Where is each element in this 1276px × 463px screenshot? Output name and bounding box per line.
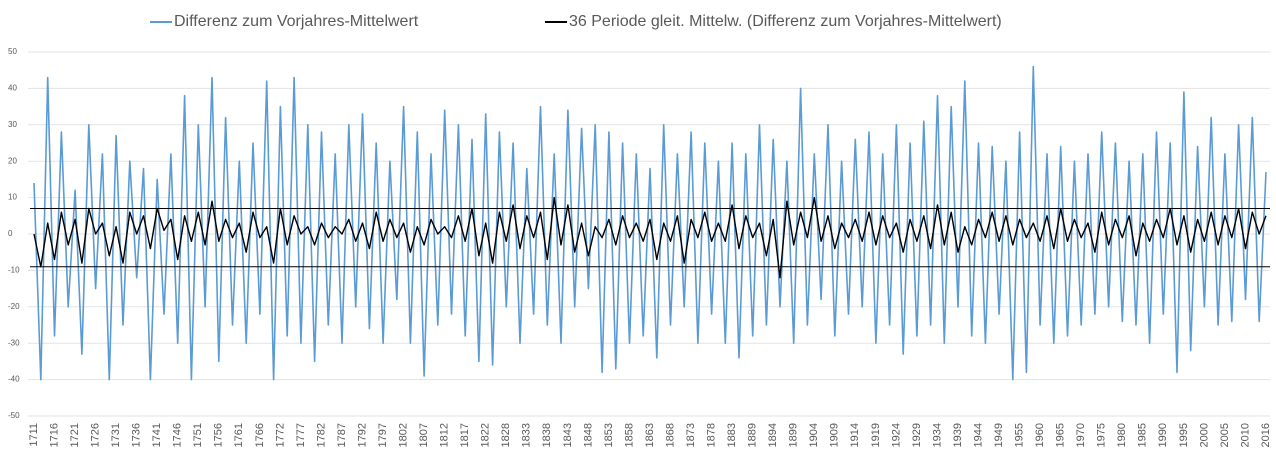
y-tick-label: 20: [8, 156, 17, 165]
x-tick-label: 1731: [110, 423, 122, 447]
y-tick-label: 30: [8, 120, 17, 129]
x-tick-label: 1766: [254, 423, 266, 447]
x-tick-label: 1828: [500, 423, 512, 447]
x-tick-label: 1787: [336, 423, 348, 447]
x-tick-label: 1838: [541, 423, 553, 447]
y-tick-label: -20: [8, 302, 20, 311]
x-tick-label: 1919: [870, 423, 882, 447]
y-tick-label: 10: [8, 193, 17, 202]
x-tick-label: 1960: [1034, 423, 1046, 447]
y-tick-label: -40: [8, 375, 20, 384]
x-tick-label: 2016: [1260, 423, 1272, 447]
y-tick-label: 50: [8, 47, 17, 56]
x-tick-label: 1746: [172, 423, 184, 447]
x-tick-label: 1995: [1178, 423, 1190, 447]
x-tick-label: 1797: [377, 423, 389, 447]
y-tick-label: -30: [8, 338, 20, 347]
x-tick-label: 1843: [562, 423, 574, 447]
x-tick-label: 1909: [829, 423, 841, 447]
x-tick-label: 1944: [972, 423, 984, 447]
x-tick-label: 1929: [911, 423, 923, 447]
x-tick-label: 1878: [706, 423, 718, 447]
x-tick-label: 1934: [931, 423, 943, 447]
x-tick-label: 1899: [788, 423, 800, 447]
series-line: [33, 65, 1267, 381]
x-tick-label: 1726: [90, 423, 102, 447]
y-tick-label: -10: [8, 266, 20, 275]
x-tick-label: 1761: [233, 423, 245, 447]
y-tick-label: 40: [8, 84, 17, 93]
x-tick-label: 1980: [1116, 423, 1128, 447]
legend-label: 36 Periode gleit. Mittelw. (Differenz zu…: [569, 13, 1002, 30]
x-tick-label: 1802: [398, 423, 410, 447]
x-tick-label: 1812: [439, 423, 451, 447]
x-tick-label: 2000: [1198, 423, 1210, 447]
x-tick-label: 1949: [993, 423, 1005, 447]
legend-label: Differenz zum Vorjahres-Mittelwert: [174, 13, 419, 30]
x-tick-label: 1904: [808, 423, 820, 447]
x-tick-label: 1782: [315, 423, 327, 447]
x-tick-label: 1894: [767, 423, 779, 447]
x-tick-label: 1883: [726, 423, 738, 447]
x-tick-label: 1736: [131, 423, 143, 447]
x-tick-label: 1741: [151, 423, 163, 447]
x-tick-label: 2005: [1219, 423, 1231, 447]
x-tick-label: 1792: [356, 423, 368, 447]
x-tick-label: 1914: [849, 423, 861, 447]
y-tick-label: 0: [8, 229, 13, 238]
x-tick-label: 1833: [521, 423, 533, 447]
x-tick-label: 1716: [48, 423, 60, 447]
x-tick-label: 1777: [295, 423, 307, 447]
y-tick-label: -50: [8, 411, 20, 420]
x-tick-label: 1807: [418, 423, 430, 447]
x-tick-label: 1955: [1014, 423, 1026, 447]
x-tick-label: 1721: [69, 423, 81, 447]
x-tick-label: 1772: [274, 423, 286, 447]
x-tick-label: 1939: [952, 423, 964, 447]
x-tick-label: 1817: [459, 423, 471, 447]
x-tick-label: 1868: [664, 423, 676, 447]
x-tick-label: 1711: [28, 423, 40, 447]
x-tick-label: 1853: [603, 423, 615, 447]
x-tick-label: 1873: [685, 423, 697, 447]
x-tick-label: 1889: [747, 423, 759, 447]
x-tick-label: 1756: [213, 423, 225, 447]
x-tick-label: 1965: [1055, 423, 1067, 447]
x-tick-label: 1751: [192, 423, 204, 447]
x-tick-label: 1848: [582, 423, 594, 447]
x-tick-label: 1924: [890, 423, 902, 447]
x-tick-label: 1822: [480, 423, 492, 447]
x-tick-label: 1858: [623, 423, 635, 447]
x-tick-label: 1985: [1137, 423, 1149, 447]
x-tick-label: 2010: [1239, 423, 1251, 447]
series-line: [33, 196, 1267, 279]
x-tick-label: 1990: [1157, 423, 1169, 447]
x-tick-label: 1863: [644, 423, 656, 447]
x-tick-label: 1975: [1096, 423, 1108, 447]
x-tick-label: 1970: [1075, 423, 1087, 447]
